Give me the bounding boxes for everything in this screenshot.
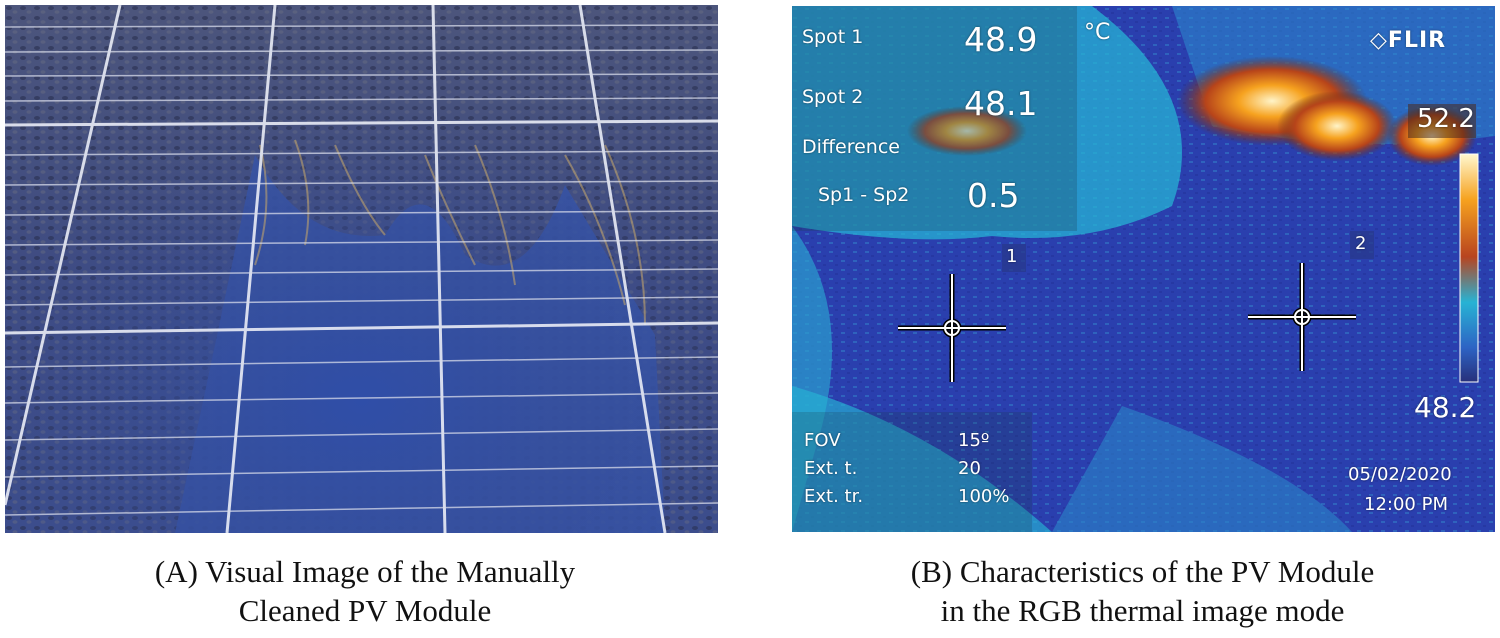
flir-brand-text: FLIR	[1387, 28, 1447, 53]
caption-a: (A) Visual Image of the Manually Cleaned…	[20, 552, 710, 630]
spot2-label: Spot 2	[802, 86, 864, 108]
capture-date: 05/02/2020	[1348, 464, 1452, 485]
marker-2-label: 2	[1355, 233, 1367, 254]
diff-expr-label: Sp1 - Sp2	[818, 184, 910, 206]
thermal-image: Spot 1 48.9 °C ◇FLIR Spot 2 48.1 52.2 Di…	[792, 6, 1495, 532]
fov-value: 15º	[958, 430, 990, 451]
marker-1-label: 1	[1006, 246, 1018, 267]
caption-b-line2: in the RGB thermal image mode	[940, 593, 1345, 628]
capture-time: 12:00 PM	[1364, 494, 1448, 515]
caption-b: (B) Characteristics of the PV Module in …	[790, 552, 1495, 630]
thermal-image-graphic	[792, 6, 1495, 532]
ext-tr-value: 100%	[958, 486, 1010, 507]
spot1-label: Spot 1	[802, 26, 864, 48]
diff-value: 0.5	[967, 176, 1020, 215]
ext-t-value: 20	[958, 458, 981, 479]
pv-module-photo	[5, 5, 718, 533]
caption-b-line1: (B) Characteristics of the PV Module	[910, 554, 1375, 589]
spot1-value: 48.9	[964, 20, 1038, 59]
spot2-value: 48.1	[964, 84, 1038, 123]
ext-tr-label: Ext. tr.	[804, 486, 864, 507]
ext-t-label: Ext. t.	[804, 458, 858, 479]
difference-label: Difference	[802, 136, 900, 158]
scale-min-value: 48.2	[1414, 391, 1477, 424]
fov-label: FOV	[804, 430, 841, 451]
temperature-unit: °C	[1084, 20, 1111, 45]
caption-a-line1: (A) Visual Image of the Manually	[154, 554, 576, 589]
flir-logo: ◇FLIR	[1370, 28, 1446, 53]
flir-logo-icon: ◇	[1370, 28, 1388, 53]
scale-max-value: 52.2	[1417, 104, 1475, 134]
caption-a-line2: Cleaned PV Module	[238, 593, 492, 628]
pv-module-photo-graphic	[5, 5, 718, 533]
